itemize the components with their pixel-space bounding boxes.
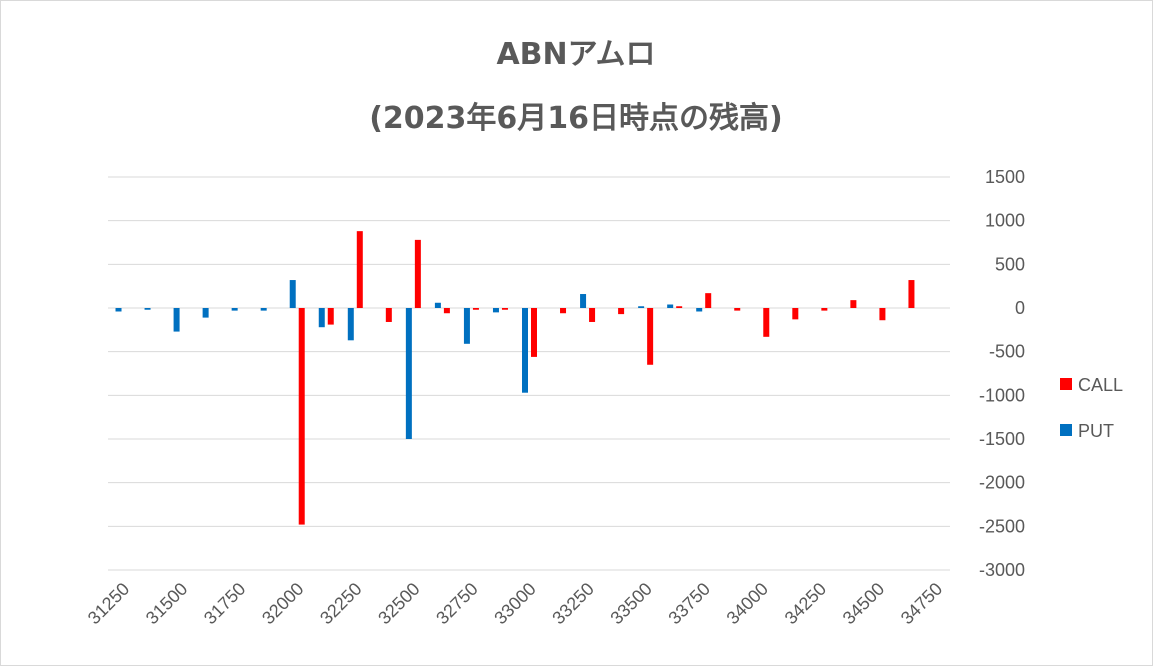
bar-put bbox=[115, 308, 122, 312]
bar-put bbox=[405, 308, 412, 439]
bar-put bbox=[231, 308, 238, 311]
bar-call bbox=[385, 308, 392, 322]
y-tick-label: -3000 bbox=[979, 560, 1025, 580]
bar-call bbox=[356, 231, 363, 308]
bar-put bbox=[347, 308, 354, 341]
bar-call bbox=[618, 308, 625, 315]
legend: CALL PUT bbox=[1060, 375, 1123, 441]
bar-call bbox=[327, 308, 334, 325]
bar-call bbox=[676, 306, 683, 308]
x-tick-label: 31750 bbox=[200, 579, 250, 629]
bar-call bbox=[734, 308, 741, 311]
bar-put bbox=[667, 304, 674, 308]
x-tick-label: 34250 bbox=[781, 579, 831, 629]
bar-call bbox=[501, 308, 508, 310]
y-tick-label: 1000 bbox=[985, 211, 1025, 231]
y-tick-label: -2500 bbox=[979, 516, 1025, 536]
bar-call bbox=[821, 308, 828, 311]
bar-call bbox=[531, 308, 537, 357]
bar-put bbox=[202, 308, 209, 318]
legend-label-put: PUT bbox=[1078, 421, 1114, 441]
bar-put bbox=[522, 308, 528, 393]
y-tick-label: -1500 bbox=[979, 429, 1025, 449]
x-tick-label: 34500 bbox=[839, 579, 889, 629]
bar-put bbox=[434, 302, 441, 308]
bar-call bbox=[908, 280, 915, 308]
x-tick-label: 33500 bbox=[606, 579, 656, 629]
bar-call bbox=[879, 308, 886, 321]
x-tick-label: 33000 bbox=[490, 579, 540, 629]
legend-swatch-call bbox=[1060, 378, 1072, 390]
bar-put bbox=[289, 280, 296, 308]
x-tick-label: 33250 bbox=[548, 579, 598, 629]
gridlines bbox=[108, 176, 950, 571]
bar-call bbox=[792, 308, 799, 320]
x-tick-label: 34000 bbox=[723, 579, 773, 629]
bar-put bbox=[260, 308, 267, 311]
x-tick-label: 31250 bbox=[84, 579, 134, 629]
x-tick-label: 33750 bbox=[664, 579, 714, 629]
chart-title: ABNアムロ bbox=[496, 37, 655, 72]
y-tick-label: -500 bbox=[989, 342, 1025, 362]
x-tick-label: 34750 bbox=[897, 579, 947, 629]
x-tick-label: 32500 bbox=[374, 579, 424, 629]
x-tick-label: 32750 bbox=[432, 579, 482, 629]
y-tick-label: -1000 bbox=[979, 385, 1025, 405]
y-tick-label: 0 bbox=[1015, 298, 1025, 318]
y-tick-label: -2000 bbox=[979, 473, 1025, 493]
bar-put bbox=[173, 308, 180, 332]
bar-put bbox=[463, 308, 470, 344]
x-tick-label: 32000 bbox=[258, 579, 308, 629]
bar-call bbox=[414, 239, 421, 308]
bar-call bbox=[298, 308, 305, 525]
bar-call bbox=[472, 308, 479, 310]
bars bbox=[115, 231, 915, 525]
y-tick-label: 1500 bbox=[985, 167, 1025, 187]
bar-put bbox=[696, 308, 703, 312]
bar-put bbox=[144, 308, 151, 310]
bar-call bbox=[560, 308, 567, 314]
bar-put bbox=[580, 294, 587, 308]
y-axis-tick-labels: 1500 1000 500 0 -500 -1000 -1500 -2000 -2500 -300… bbox=[979, 167, 1025, 580]
legend-swatch-put bbox=[1060, 424, 1072, 436]
x-axis-tick-labels: 31250 31500 31750 32000 32250 32500 32750 33000… bbox=[84, 579, 947, 629]
bar-call bbox=[589, 308, 596, 322]
legend-label-call: CALL bbox=[1078, 375, 1123, 395]
bar-call bbox=[705, 293, 712, 308]
y-tick-label: 500 bbox=[995, 254, 1025, 274]
bar-put bbox=[638, 306, 645, 308]
bar-put bbox=[318, 308, 325, 328]
bar-call bbox=[763, 308, 770, 337]
x-tick-label: 32250 bbox=[316, 579, 366, 629]
bar-call bbox=[647, 308, 654, 365]
bar-call bbox=[443, 308, 450, 314]
chart-subtitle: (2023年6月16日時点の残高) bbox=[369, 101, 783, 136]
bar-call bbox=[850, 300, 857, 308]
bar-put bbox=[492, 308, 499, 313]
x-tick-label: 31500 bbox=[142, 579, 192, 629]
